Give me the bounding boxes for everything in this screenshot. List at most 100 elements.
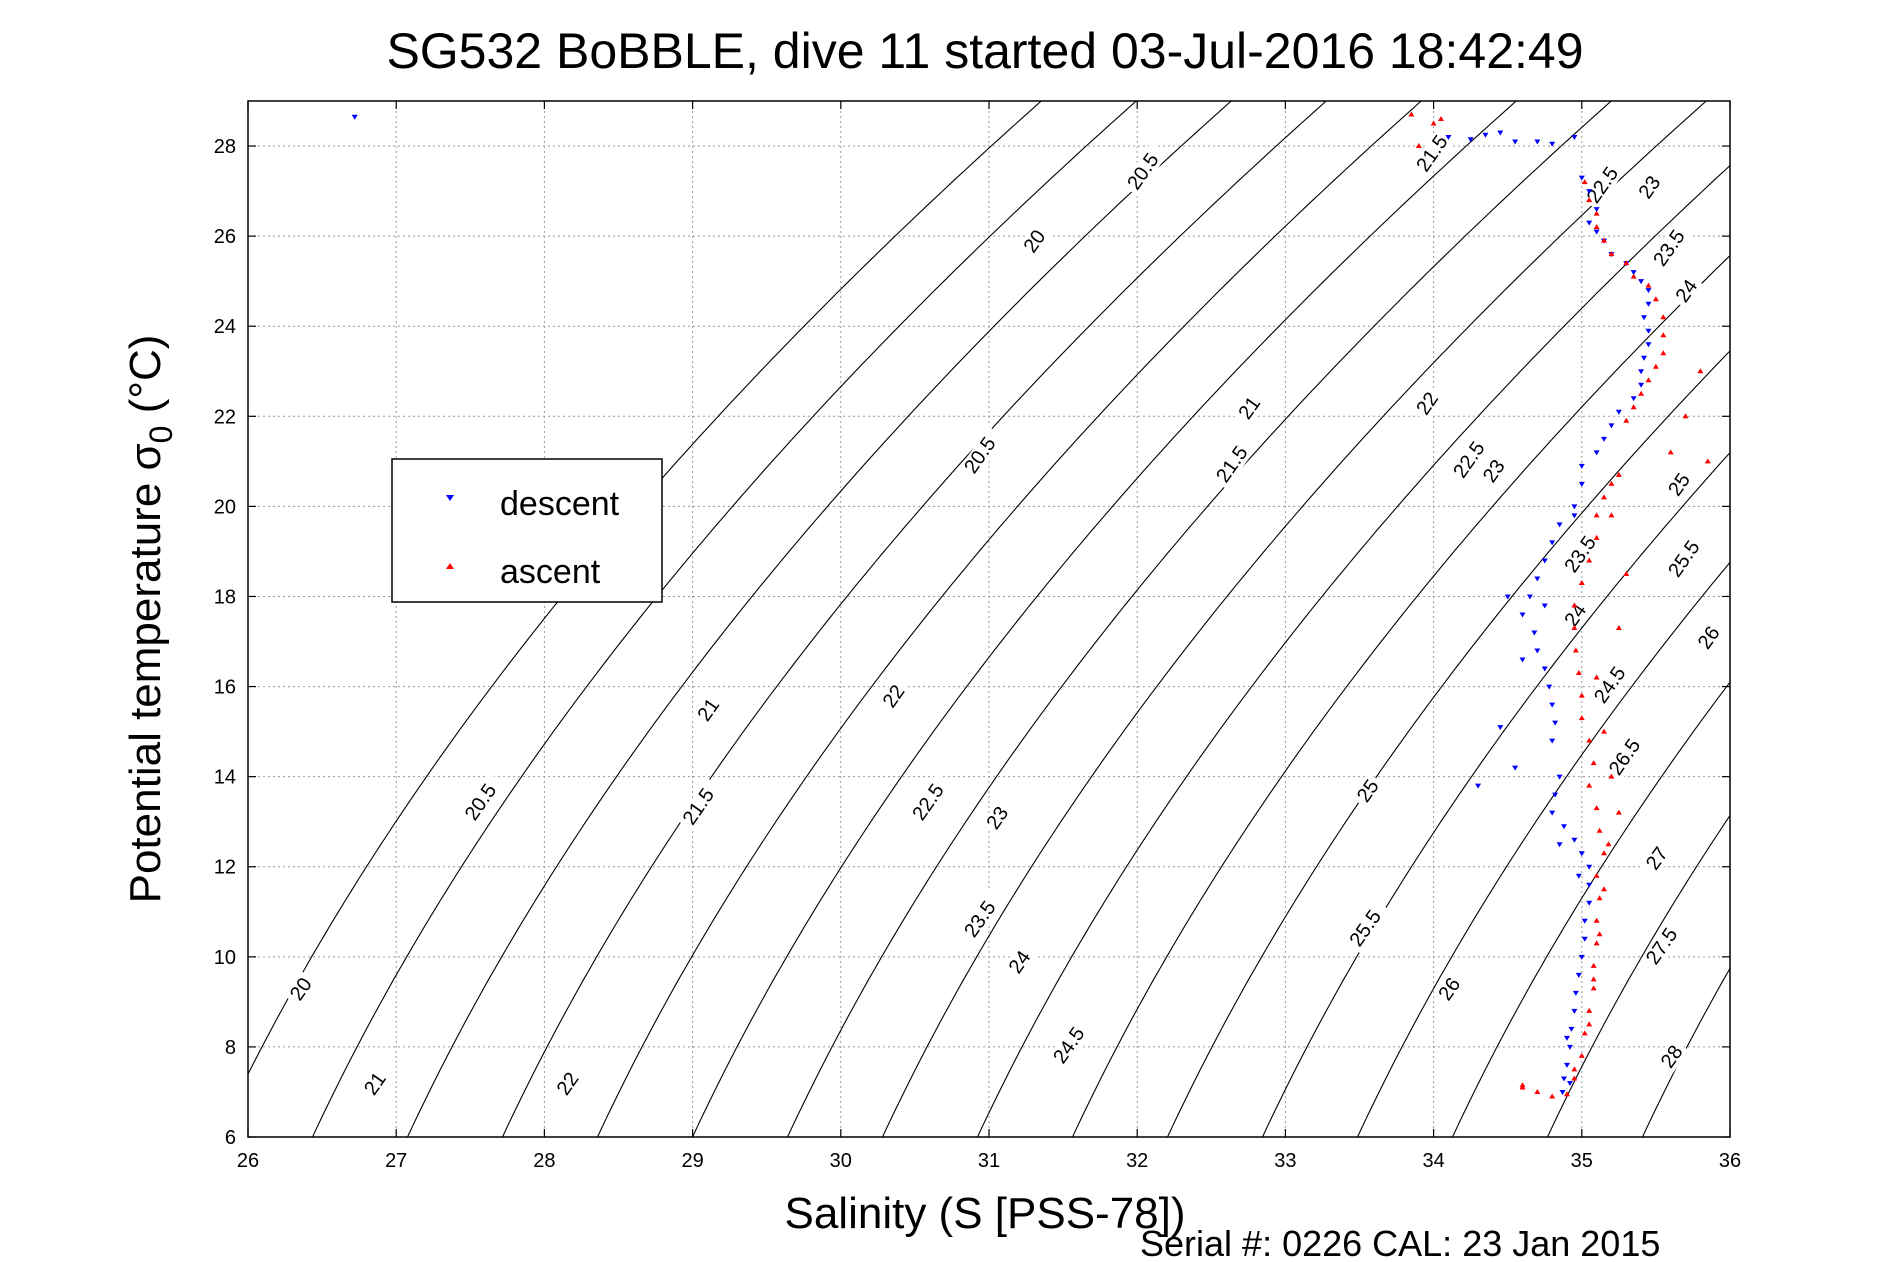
density-contour-label-group: 20 (1018, 223, 1052, 260)
density-contour-label-group: 26 (1433, 971, 1467, 1008)
descent-point (1556, 522, 1563, 528)
ascent-point (1408, 111, 1415, 117)
density-contour-label-group: 23.5 (958, 890, 1005, 945)
density-contour-line (597, 101, 1422, 1137)
descent-point (1638, 369, 1645, 375)
density-contour-label-bg (1647, 219, 1695, 274)
descent-point (1549, 540, 1556, 546)
descent-point (1566, 1080, 1573, 1086)
density-contour-label-bg (551, 1065, 585, 1103)
legend-descent-label: descent (500, 485, 620, 523)
density-contour-label-bg (1670, 273, 1704, 310)
y-tick-label: 10 (214, 947, 236, 969)
density-contour-label-bg (1633, 169, 1667, 206)
density-contour-label-bg (1640, 840, 1675, 877)
ascent-point (1593, 805, 1600, 811)
density-contour-label-bg (958, 426, 1005, 481)
x-tick-label: 34 (1422, 1150, 1444, 1172)
density-contour-line (882, 101, 1707, 1137)
y-tick-label: 12 (214, 857, 236, 879)
density-contour-label-bg (958, 890, 1005, 945)
density-contour-label-group: 21.5 (677, 777, 724, 832)
grid-lines (248, 101, 1730, 1137)
density-contour-label-bg (1558, 525, 1606, 580)
ascent-point (1608, 512, 1615, 518)
ascent-point (1601, 728, 1608, 734)
descent-point (1482, 132, 1489, 138)
ascent-point (1596, 827, 1603, 833)
ascent-point (1590, 962, 1597, 968)
y-tick-label: 8 (225, 1037, 236, 1059)
y-axis-label-main: Potential temperature (121, 470, 170, 903)
descent-point (1572, 990, 1579, 996)
ascent-point (1571, 1066, 1578, 1072)
descent-point (1549, 141, 1556, 147)
descent-point (1578, 481, 1585, 487)
density-contour-label-bg (1662, 529, 1709, 585)
descent-point (1586, 882, 1593, 888)
density-contour-label-group: 21 (358, 1065, 393, 1103)
density-contour-line (787, 101, 1612, 1137)
density-contour-label-bg (1232, 390, 1267, 427)
descent-point (1645, 342, 1652, 348)
density-contour-label-bg (1692, 620, 1726, 657)
serial-calibration-footer: Serial #: 0226 CAL: 23 Jan 2015 (1140, 1223, 1660, 1262)
descent-point (1630, 270, 1637, 276)
ascent-point (1578, 579, 1585, 585)
density-contour-label-group: 24.5 (1588, 656, 1635, 711)
density-contour-label-group: 24 (1670, 273, 1704, 310)
ascent-point (1601, 850, 1608, 856)
ascent-point (1593, 872, 1600, 878)
density-contour-label-group: 21 (1232, 390, 1267, 427)
density-contour-label-group: 22 (551, 1065, 585, 1103)
ascent-point (1571, 625, 1578, 631)
density-contour-label-group: 22 (1410, 385, 1445, 422)
density-contour-label-group: 27.5 (1640, 917, 1687, 972)
descent-point (1581, 936, 1588, 942)
descent-point (1641, 355, 1648, 361)
density-contour-label-group: 20.5 (958, 426, 1005, 481)
y-axis-label-unit: (°C) (121, 335, 170, 426)
descent-point (1512, 139, 1519, 145)
descent-point (1593, 450, 1600, 456)
density-contour-label-group: 25.5 (1344, 899, 1391, 954)
x-tick-label: 26 (237, 1150, 259, 1172)
descent-point (1586, 220, 1593, 226)
ascent-point (1608, 773, 1615, 779)
density-contour-label-bg (1558, 597, 1593, 634)
ascent-point (1581, 1030, 1588, 1036)
y-tick-label: 26 (214, 226, 236, 248)
density-contour-label-bg (1410, 124, 1457, 179)
x-tick-label: 27 (385, 1150, 407, 1172)
density-contour-label-group: 24.5 (1047, 1016, 1094, 1071)
x-tick-label: 32 (1126, 1150, 1148, 1172)
data-series (351, 111, 1711, 1099)
density-contour-label-group: 24 (1003, 944, 1037, 981)
descent-point (1638, 279, 1645, 285)
descent-point (1641, 315, 1648, 321)
legend-descent-marker (446, 495, 454, 501)
descent-point (1563, 1062, 1570, 1068)
density-contour-label-bg (1603, 728, 1650, 783)
density-contour-label-bg (1640, 917, 1687, 972)
density-contour-label-group: 23 (1633, 169, 1667, 206)
ascent-point (1623, 417, 1630, 423)
ascent-point (1590, 760, 1597, 766)
ascent-point (1615, 625, 1622, 631)
density-contours (248, 101, 1730, 1137)
ascent-point (1586, 557, 1593, 563)
descent-point (1556, 842, 1563, 848)
ascent-point (1575, 670, 1582, 676)
density-contour-label-group: 20 (284, 971, 319, 1008)
density-contour-label-group: 21 (692, 692, 726, 729)
density-contour-label-group: 25 (1662, 466, 1697, 503)
descent-point (1586, 189, 1593, 195)
ascent-point (1697, 368, 1704, 374)
descent-point (1571, 1008, 1578, 1014)
y-tick-label: 6 (225, 1127, 236, 1149)
descent-point (1534, 139, 1541, 145)
density-contour-label-bg (981, 800, 1015, 837)
descent-point (1601, 436, 1608, 442)
descent-point (1519, 612, 1526, 618)
y-axis-label: Potential temperature σ0 (°C) (121, 335, 179, 904)
